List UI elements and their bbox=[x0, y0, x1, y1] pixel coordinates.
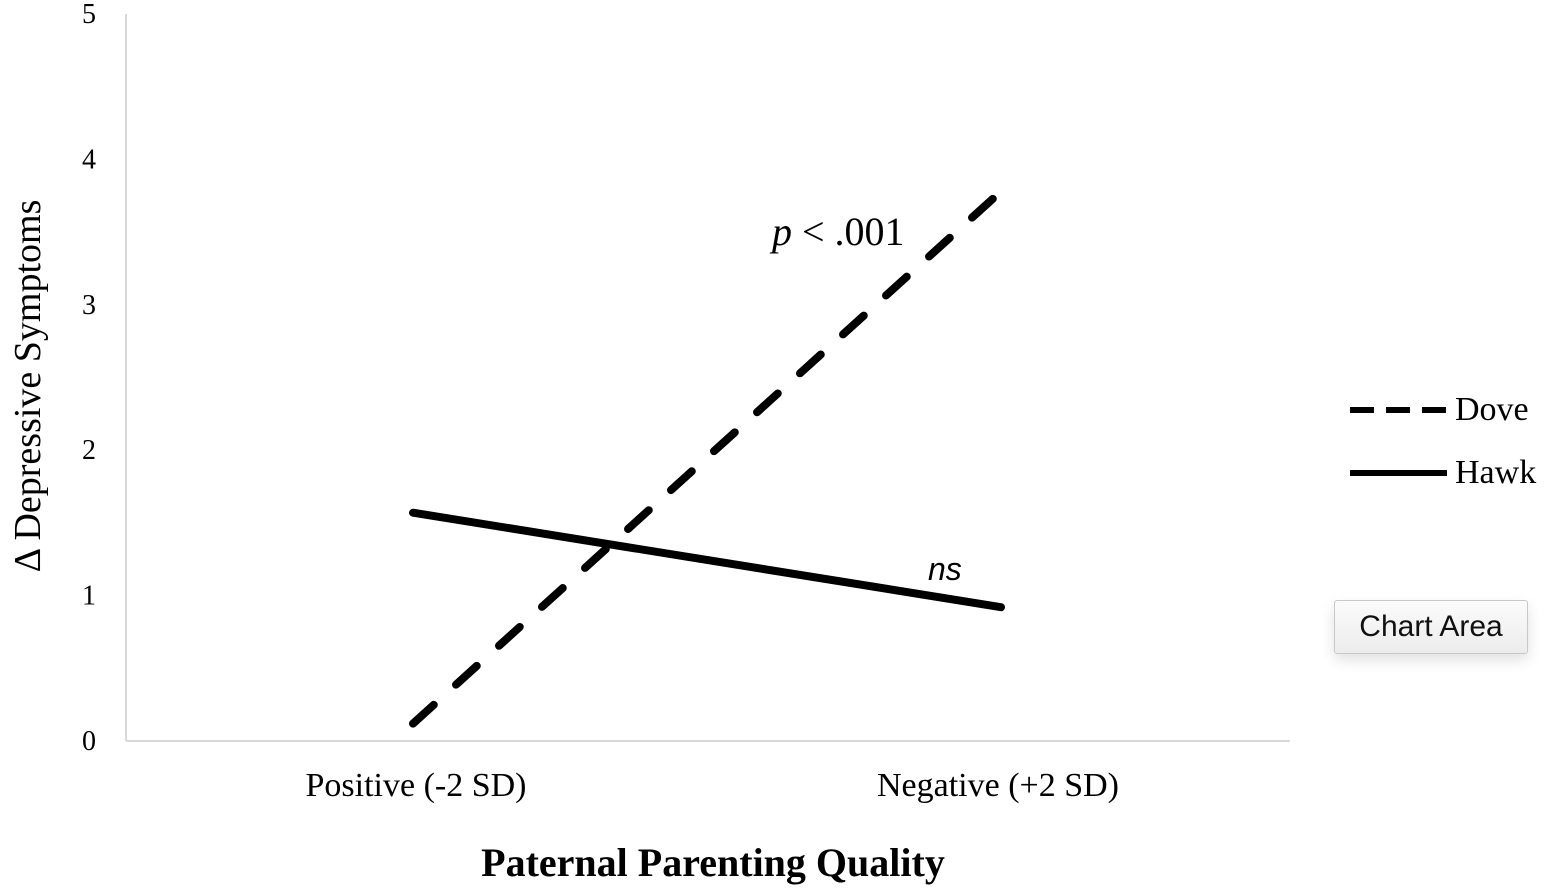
series-lines bbox=[409, 187, 1005, 728]
x-axis-title: Paternal Parenting Quality bbox=[481, 840, 945, 885]
y-tick-label: 0 bbox=[82, 726, 96, 757]
y-tick-label: 3 bbox=[82, 290, 96, 321]
y-tick-label: 5 bbox=[82, 0, 96, 30]
dove-p-annotation: p < .001 bbox=[769, 209, 905, 254]
y-tick-label: 4 bbox=[82, 144, 96, 175]
y-tick-label: 2 bbox=[82, 435, 96, 466]
legend: Dove Hawk bbox=[1350, 391, 1536, 491]
y-tick-labels: 0 1 2 3 4 5 bbox=[82, 0, 96, 757]
dove-p-italic: p bbox=[769, 209, 792, 254]
chart-area-tooltip: Chart Area bbox=[1334, 600, 1528, 654]
series-line-dove bbox=[409, 187, 1005, 728]
x-category-label: Positive (-2 SD) bbox=[306, 767, 527, 804]
y-tick-label: 1 bbox=[82, 581, 96, 612]
y-axis-title: Δ Depressive Symptoms bbox=[7, 200, 49, 573]
x-category-labels: Positive (-2 SD) Negative (+2 SD) bbox=[306, 767, 1120, 804]
x-category-label: Negative (+2 SD) bbox=[877, 767, 1119, 804]
series-line-hawk bbox=[409, 508, 1005, 612]
dove-p-value: < .001 bbox=[792, 209, 905, 254]
legend-label-hawk: Hawk bbox=[1455, 454, 1536, 491]
legend-label-dove: Dove bbox=[1455, 391, 1529, 428]
hawk-ns-annotation: ns bbox=[928, 551, 962, 587]
